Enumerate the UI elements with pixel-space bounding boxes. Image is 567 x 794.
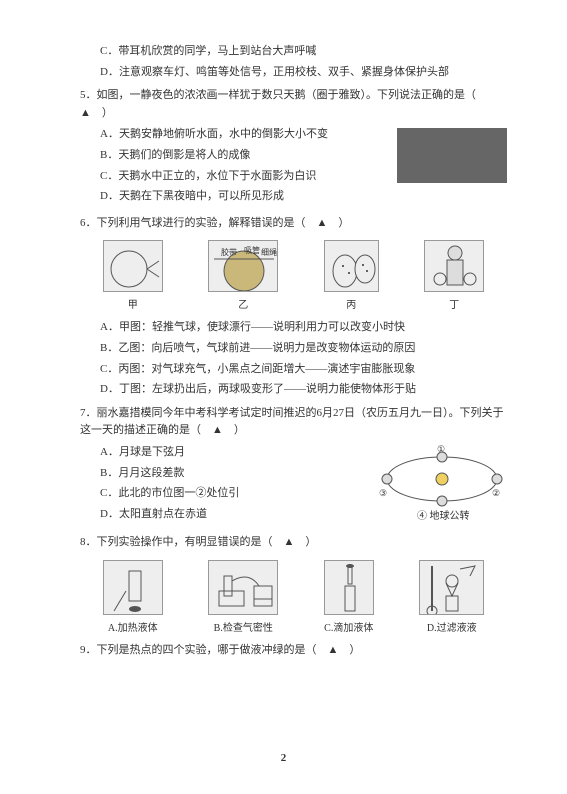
q6-label-d: 丁 [449,296,459,311]
earth-orbit-icon: ① ② ③ ④ 地球公转 [377,444,507,524]
heat-liquid-icon [103,560,163,615]
person-balloons-icon [424,240,484,292]
balloon-dots-icon [324,240,379,292]
q6-figure-row: 甲 胶带 吸管 细绳 乙 丙 丁 [80,240,507,311]
q4-option-d: D．注意观察车灯、鸣笛等处信号，正用校枝、双手、紧握身体保护头部 [100,64,507,82]
q6-label-a: 甲 [128,296,138,311]
svg-text:①: ① [437,444,445,454]
q6-option-d: D．丁图：左球扔出后，两球吸变形了——说明力能使物体形于贴 [100,381,507,399]
drop-liquid-icon [324,560,374,615]
q6-fig-c: 丙 [324,240,379,311]
q6-option-c: C．丙图：对气球充气，小黑点之间距增大——演述宇宙膨胀现象 [100,361,507,379]
page-number: 2 [281,752,287,764]
q8-fig-d: D.过滤液液 [419,560,484,634]
q7-orbit-figure: ① ② ③ ④ 地球公转 [377,444,507,524]
svg-text:细绳: 细绳 [261,247,277,257]
svg-text:②: ② [492,488,500,498]
balloon-jet-icon: 胶带 吸管 细绳 [208,240,278,292]
q6-stem: 6．下列利用气球进行的实验，解释错误的是（ ▲ ） [80,215,507,233]
q8-figure-row: A.加热液体 B.检查气密性 C.滴加液体 D.过滤液液 [80,560,507,634]
svg-text:③: ③ [379,488,387,498]
q8-fig-a: A.加热液体 [103,560,163,634]
svg-text:④ 地球公转: ④ 地球公转 [417,509,470,522]
q8-fig-b: B.检查气密性 [208,560,278,634]
q6-fig-a: 甲 [103,240,163,311]
q8-label-d: D.过滤液液 [427,619,477,634]
svg-text:胶带: 胶带 [221,247,237,257]
q6-label-b: 乙 [238,296,248,311]
svg-text:吸管: 吸管 [244,245,260,255]
q5-photo [397,128,507,183]
q8-label-a: A.加热液体 [108,619,158,634]
q8-label-b: B.检查气密性 [214,619,273,634]
q4-option-c: C．带耳机欣赏的同学，马上到站台大声呼喊 [100,43,507,61]
q8-stem: 8．下列实验操作中，有明显错误的是（ ▲ ） [80,534,507,552]
q8-label-c: C.滴加液体 [324,619,373,634]
q6-fig-d: 丁 [424,240,484,311]
q6-fig-b: 胶带 吸管 细绳 乙 [208,240,278,311]
q9-stem: 9．下列是热点的四个实验，哪于做液冲绿的是（ ▲ ） [80,642,507,660]
q6-option-b: B．乙图：向后喷气，气球前进——说明力是改变物体运动的原因 [100,340,507,358]
q6-option-a: A．甲图：轻推气球，使球漂行——说明利用力可以改变小时快 [100,319,507,337]
q5-option-d: D．天鹅在下黑夜暗中，可以所见形成 [100,188,507,206]
q6-label-c: 丙 [346,296,356,311]
q8-fig-c: C.滴加液体 [324,560,374,634]
filter-icon [419,560,484,615]
q5-stem: 5．如图，一静夜色的浓浓画一样犹于数只天鹅（圈于雅致）。下列说法正确的是（ ▲ … [80,87,507,122]
q7-stem: 7．丽水嘉措模同今年中考科学考试定时间推迟的6月27日（农历五月九一日）。下列关… [80,405,507,440]
balloon-push-icon [103,240,163,292]
airtight-check-icon [208,560,278,615]
